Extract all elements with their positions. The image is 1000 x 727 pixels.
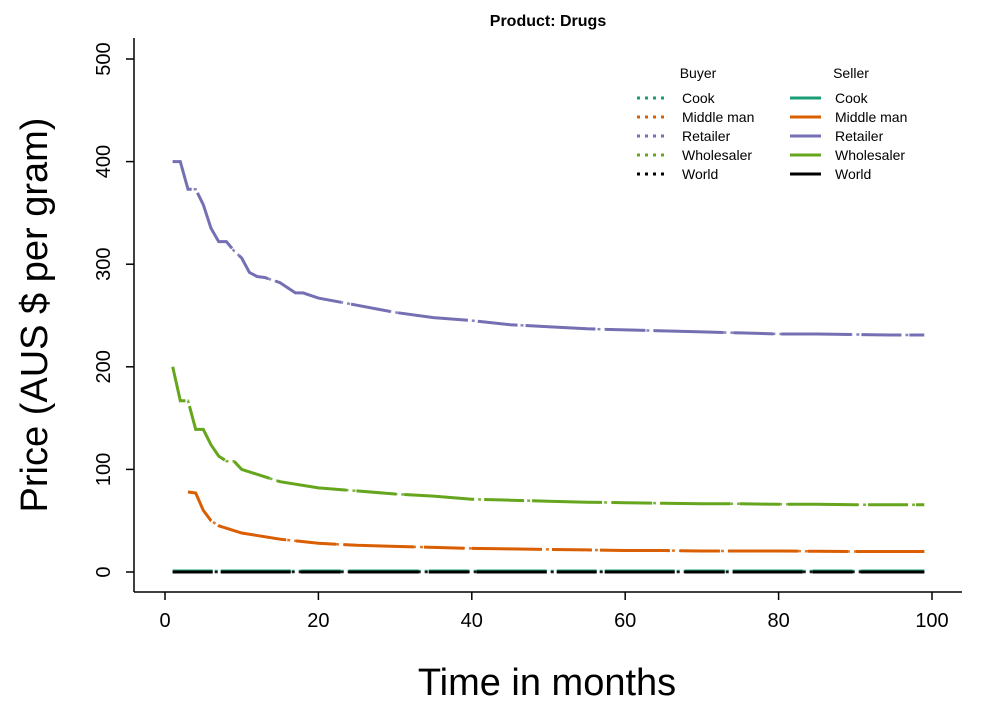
x-tick-label: 0	[159, 610, 170, 632]
series-line-wholesaler-buyer	[171, 366, 925, 507]
y-tick-label: 200	[93, 350, 115, 383]
plot-area: 0 100 200 300 400 500 0 20 40 60 80 100	[93, 38, 962, 632]
series-line-wholesaler-seller	[171, 366, 925, 507]
legend-label-buyer-retailer: Retailer	[682, 128, 731, 144]
y-tick-label: 300	[93, 248, 115, 281]
x-tick-label: 60	[614, 610, 636, 632]
legend-title-buyer: Buyer	[680, 65, 717, 81]
y-ticks: 0 100 200 300 400 500	[93, 42, 134, 578]
y-tick-label: 0	[93, 566, 115, 577]
series-line-middle-man-buyer	[187, 490, 925, 553]
x-tick-label: 20	[307, 610, 329, 632]
legend-label-seller-wholesaler: Wholesaler	[835, 147, 905, 163]
legend-label-buyer-wholesaler: Wholesaler	[682, 147, 752, 163]
legend-label-seller-world: World	[835, 166, 871, 182]
x-axis-title: Time in months	[418, 662, 676, 704]
series-layer	[171, 160, 925, 574]
x-tick-label: 100	[915, 610, 948, 632]
legend-label-buyer-cook: Cook	[682, 90, 716, 106]
x-ticks: 0 20 40 60 80 100	[159, 592, 949, 632]
x-tick-label: 80	[767, 610, 789, 632]
x-tick-label: 40	[461, 610, 483, 632]
series-line-retailer-buyer	[172, 160, 925, 337]
series-line-retailer-seller	[172, 160, 925, 337]
legend-label-buyer-world: World	[682, 166, 718, 182]
legend-label-seller-retailer: Retailer	[835, 128, 884, 144]
chart-title: Product: Drugs	[490, 13, 607, 30]
legend-title-seller: Seller	[833, 65, 869, 81]
y-tick-label: 500	[93, 42, 115, 75]
legend: Buyer Seller Cook Middle man Retailer Whole…	[637, 65, 907, 182]
y-tick-label: 400	[93, 145, 115, 178]
y-axis-title: Price (AUS $ per gram)	[14, 118, 56, 513]
legend-label-seller-cook: Cook	[835, 90, 869, 106]
y-tick-label: 100	[93, 453, 115, 486]
legend-label-buyer-middle-man: Middle man	[682, 109, 754, 125]
legend-entries: Cook Middle man Retailer Wholesaler World Coo…	[637, 90, 907, 182]
legend-label-seller-middle-man: Middle man	[835, 109, 907, 125]
